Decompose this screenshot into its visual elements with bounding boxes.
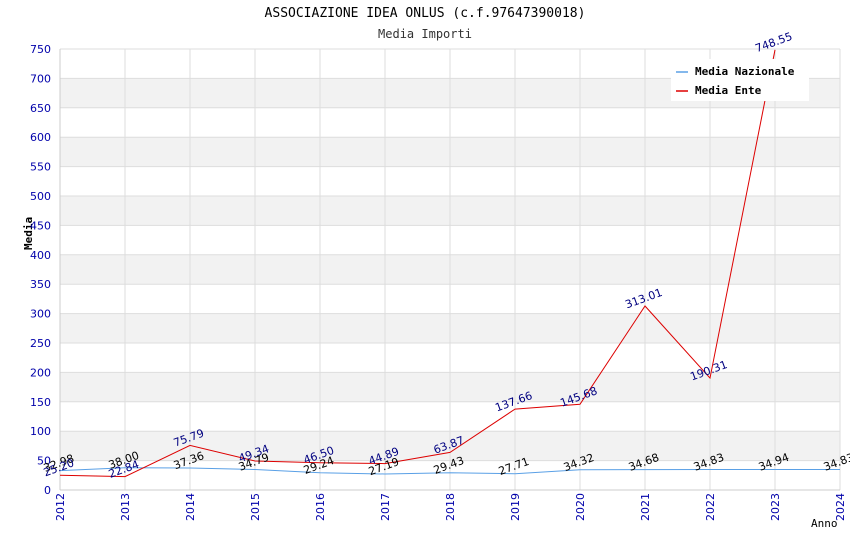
y-tick-label: 450 <box>30 219 51 232</box>
y-tick-label: 500 <box>30 190 51 203</box>
x-tick-label: 2020 <box>574 493 587 521</box>
y-tick-label: 750 <box>30 43 51 56</box>
x-tick-label: 2013 <box>119 493 132 521</box>
x-tick-label: 2016 <box>314 493 327 521</box>
y-tick-label: 700 <box>30 72 51 85</box>
y-tick-label: 350 <box>30 278 51 291</box>
series-line-media-nazionale <box>59 467 840 475</box>
y-tick-label: 600 <box>30 131 51 144</box>
x-tick-label: 2017 <box>379 493 392 521</box>
y-tick-label: 200 <box>30 366 51 379</box>
y-tick-label: 250 <box>30 337 51 350</box>
x-tick-label: 2021 <box>639 493 652 521</box>
legend-label-media-ente: Media Ente <box>695 84 762 97</box>
series-line-media-ente <box>59 49 776 478</box>
x-tick-label: 2012 <box>54 493 67 521</box>
y-tick-label: 650 <box>30 102 51 115</box>
y-tick-label: 0 <box>44 484 51 497</box>
chart-subtitle: Media Importi <box>378 27 472 41</box>
x-tick-label: 2019 <box>509 493 522 521</box>
x-axis-label: Anno <box>811 517 838 530</box>
x-tick-label: 2023 <box>769 493 782 521</box>
x-tick-label: 2022 <box>704 493 717 521</box>
x-tick-label: 2014 <box>184 493 197 521</box>
y-tick-label: 400 <box>30 249 51 262</box>
series-layer <box>59 49 840 478</box>
y-tick-label: 100 <box>30 425 51 438</box>
data-label-media-ente: 748.55 <box>753 30 794 55</box>
axes: 0 50 100 150 200 250 300 350 400 450 500 550 600 650 7… <box>30 43 847 521</box>
chart-title: ASSOCIAZIONE IDEA ONLUS (c.f.97647390018… <box>264 6 586 21</box>
y-tick-label: 150 <box>30 396 51 409</box>
y-tick-label: 550 <box>30 161 51 174</box>
legend: Media Nazionale Media Ente <box>671 59 809 101</box>
x-tick-label: 2018 <box>444 493 457 521</box>
legend-box <box>671 59 809 101</box>
y-tick-label: 300 <box>30 308 51 321</box>
x-tick-label: 2015 <box>249 493 262 521</box>
legend-label-media-nazionale: Media Nazionale <box>695 65 795 78</box>
y-tick-label: 50 <box>37 455 51 468</box>
x-tick-label: 2024 <box>834 493 847 521</box>
